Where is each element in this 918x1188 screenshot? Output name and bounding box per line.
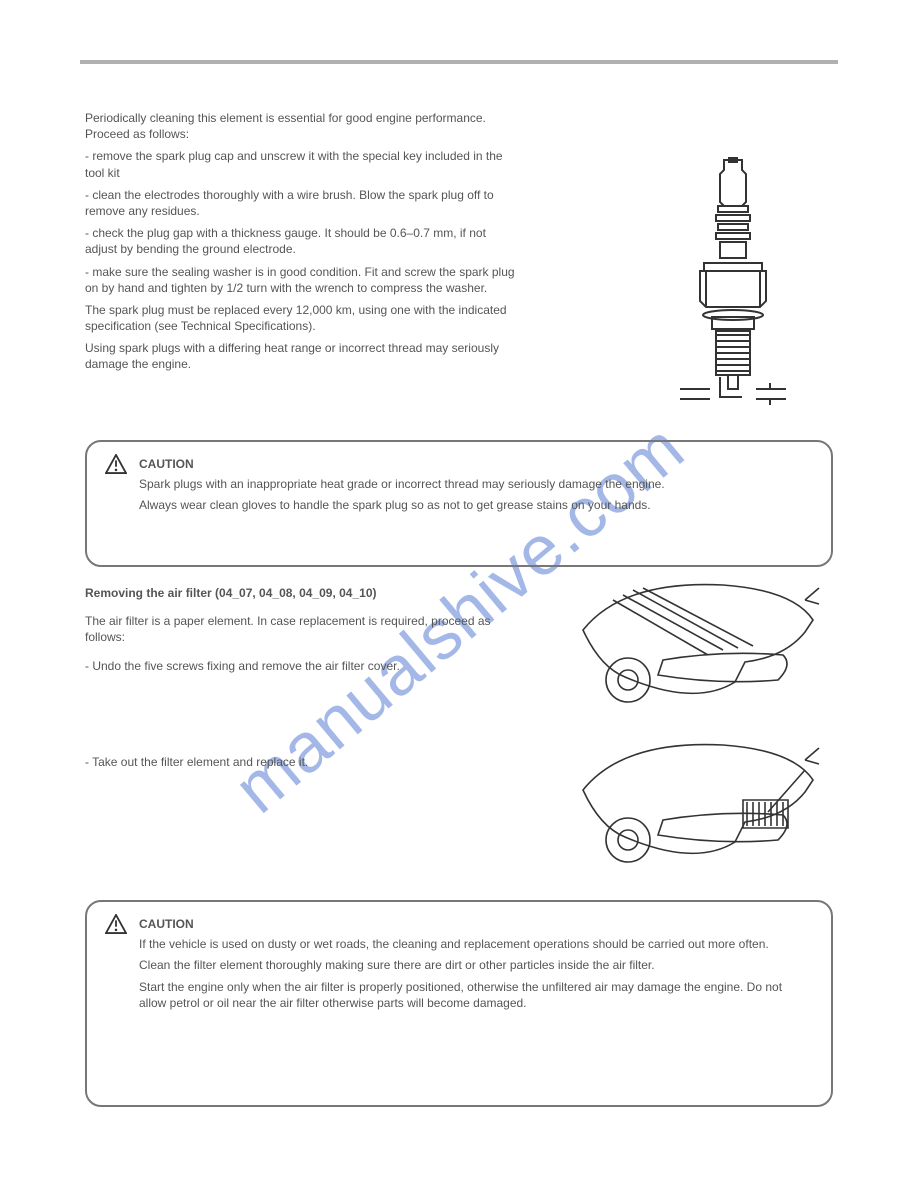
caution1-line1: Spark plugs with an inappropriate heat g… [139,476,811,492]
figure-scooter-cover [573,570,823,710]
body-text: Periodically cleaning this element is es… [85,110,833,379]
air-filter-p3: - Take out the filter element and replac… [85,754,515,770]
caution1-line2: Always wear clean gloves to handle the s… [139,497,811,513]
caution1-title: CAUTION [139,456,811,472]
warning-icon [105,914,127,934]
warning-icon [105,454,127,474]
caution2-line3: Start the engine only when the air filte… [139,979,811,1011]
intro-p7: Using spark plugs with a differing heat … [85,340,515,372]
air-filter-p2: - Undo the five screws fixing and remove… [85,658,515,674]
caution2-line2: Clean the filter element thoroughly maki… [139,957,811,973]
intro-p2: - remove the spark plug cap and unscrew … [85,148,515,180]
intro-p4: - check the plug gap with a thickness ga… [85,225,515,257]
intro-p3: - clean the electrodes thoroughly with a… [85,187,515,219]
caution2-line1: If the vehicle is used on dusty or wet r… [139,936,811,952]
air-filter-section: Removing the air filter (04_07, 04_08, 0… [85,575,515,782]
intro-p1: Periodically cleaning this element is es… [85,110,515,142]
intro-p6: The spark plug must be replaced every 12… [85,302,515,334]
air-filter-p1: The air filter is a paper element. In ca… [85,613,515,645]
caution2-title: CAUTION [139,916,811,932]
caution-box-filter: CAUTION If the vehicle is used on dusty … [85,900,833,1107]
header-rule [80,60,838,64]
page-root: manualshive.com [0,0,918,1188]
caution-box-spark: CAUTION Spark plugs with an inappropriat… [85,440,833,567]
intro-p5: - make sure the sealing washer is in goo… [85,264,515,296]
air-filter-heading: Removing the air filter (04_07, 04_08, 0… [85,585,515,601]
figure-scooter-element [573,730,823,870]
